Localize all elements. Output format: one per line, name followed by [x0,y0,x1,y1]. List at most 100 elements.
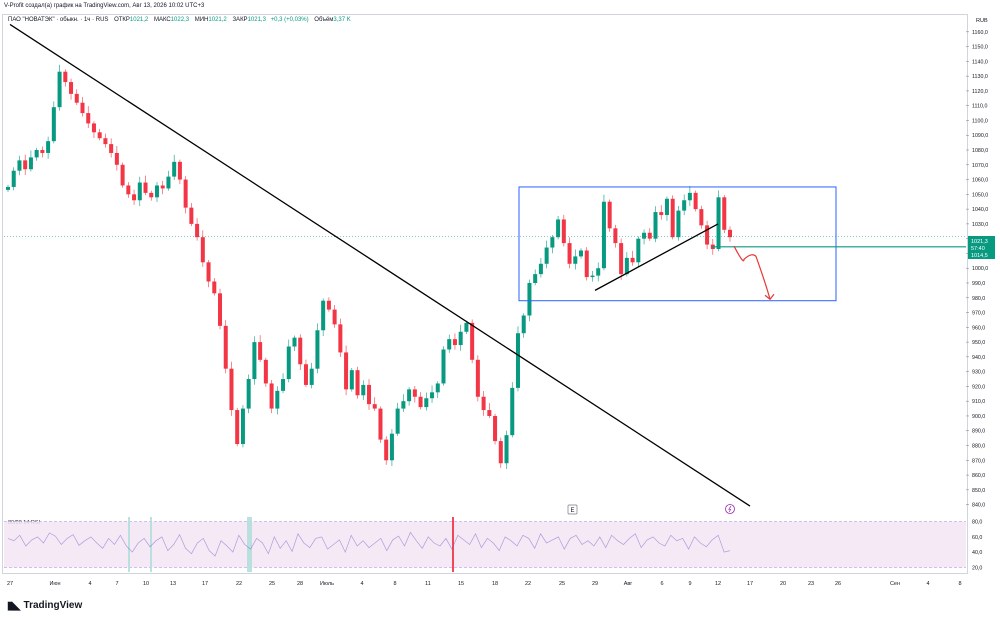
candle-body [498,441,503,464]
candle-body [664,198,669,216]
time-axis[interactable]: 27 Июн 4 7 10 13 17 22 25 28 Июль 4 8 11 15 18 22 25 29 Авг… [7,581,962,587]
price-badges: 1021,3 57:40 1014,5 [968,236,995,259]
open-value: 1021,2 [129,17,149,23]
candle-body [642,232,647,239]
candle-body [69,82,74,94]
countdown-text: 57:40 [971,246,985,252]
trendline [594,223,719,291]
candle-body [596,268,601,276]
price-tick-label: 840,0 [972,503,985,509]
candle-body [23,160,28,170]
candle-body [510,387,515,436]
candle-body [126,185,131,195]
candle-body [315,330,320,369]
candle-body [97,132,102,139]
price-tick-label: 930,0 [972,370,985,376]
candle-body [235,410,240,445]
currency-label: RUB [976,18,988,24]
candle-body [624,257,629,275]
price-tick-label: 860,0 [972,473,985,479]
dividend-marker[interactable] [725,504,735,514]
price-tick-label: 1100,0 [972,118,988,124]
price-tick-label: 870,0 [972,458,985,464]
rsi-highlight [247,517,252,572]
candle-body [372,404,377,409]
candle-body [561,219,566,244]
time-tick-label: 27 [7,581,13,587]
candle-body [263,359,268,384]
candles-layer [4,64,966,470]
candle-body [630,257,635,263]
price-tick-label: 940,0 [972,355,985,361]
price-tick-label: 880,0 [972,444,985,450]
price-tick-label: 1050,0 [972,192,988,198]
candle-body [332,309,337,325]
candle-body [137,182,142,201]
candle-body [281,379,286,391]
candle-body [349,370,354,390]
time-tick-label: 17 [747,581,753,587]
time-tick-label: Сен [890,581,900,587]
candle-body [143,182,148,193]
price-tick-label: 1120,0 [972,89,988,95]
candle-body [607,201,612,229]
tradingview-logo[interactable]: ▮◣ TradingView [7,599,82,612]
candle-body [430,392,435,399]
price-tick-label: 1140,0 [972,59,988,65]
price-tick-label: 1160,0 [972,30,988,36]
candle-body [166,176,171,189]
time-tick-label: 15 [458,581,464,587]
rsi-tick-label: 40,0 [972,550,982,556]
candle-body [218,293,223,326]
low-value: 1021,2 [208,17,227,23]
time-tick-label: 8 [393,581,396,587]
candle-body [34,150,39,158]
time-tick-label: 17 [202,581,208,587]
candle-body [361,384,366,396]
time-tick-label: 22 [525,581,531,587]
candle-body [258,342,263,360]
close-label: ЗАКР [232,17,248,23]
candle-body [355,370,360,396]
rsi-tick-label: 20,0 [972,565,982,571]
candle-body [154,185,159,198]
candle-body [149,192,154,198]
rsi-highlight [452,517,454,572]
candle-body [338,324,343,353]
candle-body [653,212,658,239]
earnings-marker[interactable]: E [567,504,578,515]
time-tick-label: 26 [835,581,841,587]
candle-body [321,300,326,331]
forecast-arrow-head [764,293,775,301]
range-rectangle [518,186,837,302]
candle-body [160,185,165,189]
symbol-legend: ПАО "НОВАТЭК" · обыкн. · 1ч · RUS ОТКР10… [8,17,351,23]
time-tick-label: 4 [926,581,929,587]
candle-body [286,346,291,380]
candle-body [189,207,194,224]
price-tick-label: 950,0 [972,340,985,346]
candle-body [28,157,33,170]
brand-name: TradingView [23,600,83,611]
candle-body [699,209,704,226]
candle-body [183,179,188,208]
candle-body [309,368,314,385]
candle-body [464,322,469,332]
candle-body [401,401,406,409]
candle-body [172,161,177,177]
candle-body [584,250,589,278]
candle-body [682,200,687,211]
candle-body [109,144,114,153]
time-tick-label: 28 [297,581,303,587]
price-axis[interactable]: RUB 840,0 850,0 860,0 870,0 880,0 890,0 900,0 9… [966,18,988,509]
lightning-icon [728,505,732,513]
candle-body [670,198,675,238]
open-label: ОТКР [114,17,130,23]
earnings-letter: E [571,508,575,514]
candle-body [716,197,721,250]
candle-body [378,408,383,440]
time-tick-label: 20 [780,581,786,587]
candle-body [727,229,733,238]
symbol-name[interactable]: ПАО "НОВАТЭК" · обыкн. · 1ч · RUS [8,17,109,23]
